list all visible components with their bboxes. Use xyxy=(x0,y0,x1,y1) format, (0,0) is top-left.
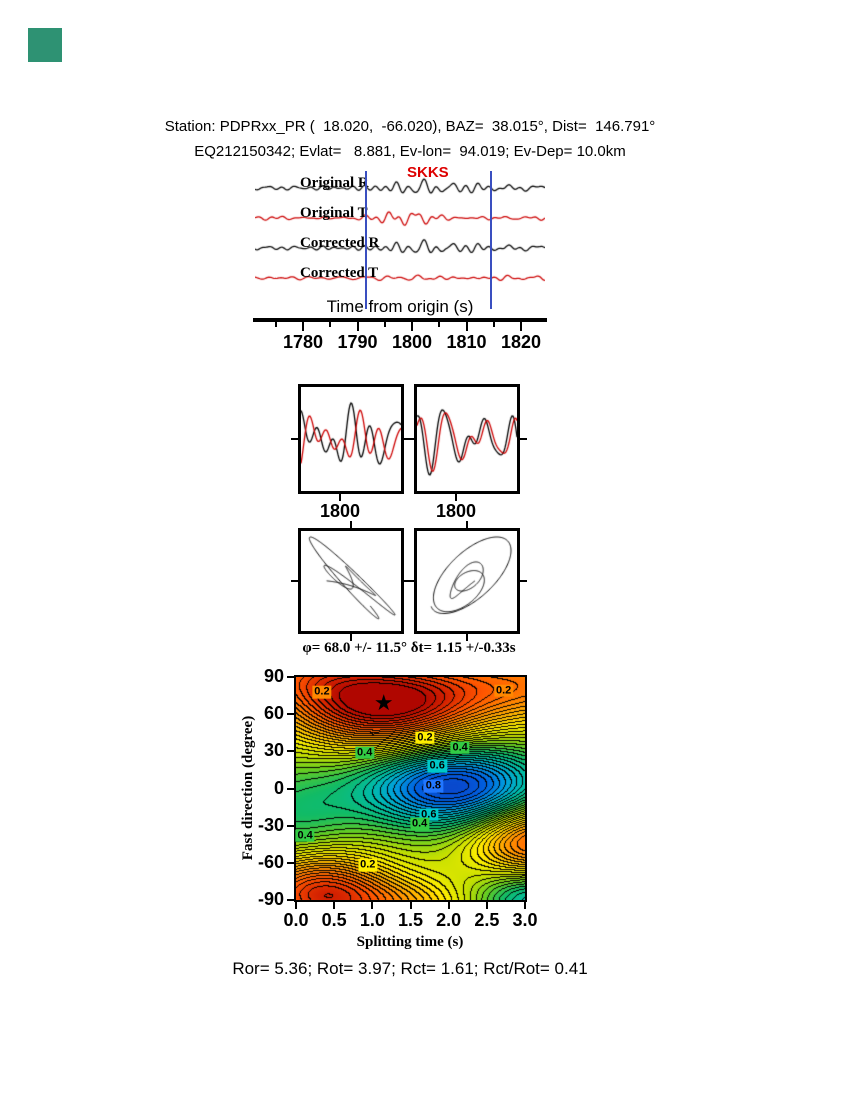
time-axis-minor-tick xyxy=(329,322,332,327)
contour-ytick-label: -30 xyxy=(257,814,284,835)
station-info-line: Station: PDPRxx_PR ( 18.020, -66.020), B… xyxy=(164,118,656,135)
contour-level-label: 0.2 xyxy=(493,684,514,697)
contour-ytick xyxy=(287,824,294,827)
time-axis-minor-tick xyxy=(438,322,441,327)
pair-panel-tick xyxy=(407,438,414,440)
contour-title: φ= 68.0 +/- 11.5° δt= 1.15 +/-0.33s xyxy=(302,640,516,656)
contour-level-label: 0.4 xyxy=(295,829,315,842)
contour-ytick xyxy=(287,676,294,678)
contour-xtick-label: 1.0 xyxy=(359,910,385,930)
particle-panel-tick xyxy=(350,521,352,528)
particle-panel-tick xyxy=(466,634,468,641)
pair-panel-tick xyxy=(339,494,341,501)
waveform-traces-canvas xyxy=(255,163,545,313)
phase-label: SKKS xyxy=(407,164,449,181)
particle-motion-canvas xyxy=(301,531,401,631)
misfit-contour-canvas xyxy=(296,677,525,900)
time-axis-tick xyxy=(302,322,304,331)
contour-xtick-label: 0.0 xyxy=(283,910,309,930)
time-axis-tick xyxy=(520,322,522,331)
contour-xtick-label: 1.5 xyxy=(397,910,424,930)
pair-xtick-label: 1800 xyxy=(435,501,477,521)
particle-panel-tick xyxy=(407,580,414,582)
trace-label: Corrected R xyxy=(300,235,380,251)
contour-ytick-label: -90 xyxy=(257,889,284,909)
contour-xtick xyxy=(371,902,374,909)
trace-label: Corrected T xyxy=(300,265,379,281)
pair-panel-tick xyxy=(455,494,457,501)
pair-panel-tick xyxy=(291,438,298,440)
time-axis-tick-label: 1810 xyxy=(446,332,487,352)
contour-ytick-label: 60 xyxy=(263,703,284,724)
contour-ytick xyxy=(287,899,294,901)
time-axis-line xyxy=(253,318,547,322)
contour-xtick xyxy=(524,902,526,909)
particle-motion-canvas xyxy=(417,531,517,631)
contour-xlabel: Splitting time (s) xyxy=(356,934,464,950)
event-info-line: EQ212150342; Evlat= 8.881, Ev-lon= 94.01… xyxy=(194,143,626,160)
quality-metrics-line: Ror= 5.36; Rot= 3.97; Rct= 1.61; Rct/Rot… xyxy=(232,959,588,978)
contour-xtick xyxy=(295,902,297,909)
contour-ytick-label: 0 xyxy=(273,777,284,798)
contour-level-label: 0.6 xyxy=(419,808,439,821)
contour-ytick-label: 90 xyxy=(263,666,284,686)
time-axis-minor-tick xyxy=(274,322,277,327)
particle-panel-tick xyxy=(350,634,352,641)
contour-xtick xyxy=(409,902,412,909)
trace-label: Original T xyxy=(300,205,368,221)
window-marker xyxy=(490,171,493,309)
particle-panel-tick xyxy=(466,521,468,528)
contour-level-label: 0.4 xyxy=(355,746,375,759)
contour-level-label: 0.2 xyxy=(358,858,378,872)
contour-level-label: 0.8 xyxy=(423,779,444,793)
window-marker xyxy=(364,171,367,309)
trace-label: Original R xyxy=(300,175,369,191)
corner-marker xyxy=(28,28,62,62)
pair-panel-tick xyxy=(520,438,527,440)
contour-ytick-label: 30 xyxy=(263,740,284,761)
contour-ytick xyxy=(287,861,294,864)
time-axis-title: Time from origin (s) xyxy=(326,297,474,316)
particle-motion-panel xyxy=(298,528,404,634)
time-axis-minor-tick xyxy=(492,322,495,327)
time-axis-tick-label: 1790 xyxy=(337,332,378,352)
best-fit-star: ★ xyxy=(373,690,394,716)
time-axis-minor-tick xyxy=(383,322,386,327)
pair-xtick-label: 1800 xyxy=(319,501,361,521)
contour-xtick xyxy=(485,902,488,909)
component-pair-panel xyxy=(414,384,520,494)
time-axis-tick-label: 1800 xyxy=(391,332,433,352)
contour-level-label: 0.2 xyxy=(415,731,435,745)
contour-xtick-label: 3.0 xyxy=(512,910,538,930)
particle-motion-panel xyxy=(414,528,520,634)
contour-xtick-label: 0.5 xyxy=(321,910,347,930)
component-pair-panel xyxy=(298,384,404,494)
time-axis-tick xyxy=(465,322,468,331)
contour-ytick xyxy=(287,713,294,716)
time-axis-tick-label: 1780 xyxy=(282,332,324,352)
contour-level-label: 0.6 xyxy=(427,759,447,773)
particle-panel-tick xyxy=(291,580,298,582)
contour-level-label: 0.4 xyxy=(410,818,430,831)
contour-level-label: 0.2 xyxy=(312,685,332,699)
contour-ytick-label: -60 xyxy=(257,851,284,872)
contour-level-label: 0.4 xyxy=(450,741,470,754)
component-pair-canvas xyxy=(301,387,401,491)
contour-xtick xyxy=(447,902,450,909)
contour-xtick-label: 2.0 xyxy=(436,910,462,930)
contour-ytick xyxy=(287,750,294,753)
contour-frame xyxy=(294,675,527,902)
time-axis-tick-label: 1820 xyxy=(500,332,542,352)
component-pair-canvas xyxy=(417,387,517,491)
contour-xtick xyxy=(333,902,336,909)
time-axis-tick xyxy=(356,322,359,331)
contour-xtick-label: 2.5 xyxy=(474,910,500,930)
particle-panel-tick xyxy=(520,580,527,582)
contour-ytick xyxy=(287,787,294,790)
time-axis-tick xyxy=(411,322,413,331)
